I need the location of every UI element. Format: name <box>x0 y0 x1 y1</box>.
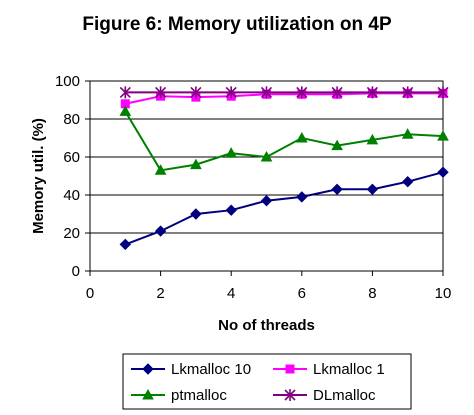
data-point <box>295 131 308 143</box>
series-line <box>124 110 444 172</box>
legend-entry: DLmalloc <box>273 387 376 404</box>
series-line <box>124 171 444 246</box>
data-point <box>190 86 202 99</box>
y-tick-label: 20 <box>63 225 80 242</box>
data-point <box>225 86 237 99</box>
data-point <box>190 208 202 220</box>
data-point <box>437 130 449 141</box>
data-point <box>331 139 343 151</box>
legend-entries: Lkmalloc 10 Lkmalloc 1 ptmalloc DLmalloc <box>131 361 385 404</box>
data-point <box>331 86 343 99</box>
series-ptmalloc <box>119 105 449 175</box>
legend-marker <box>285 364 295 374</box>
legend-label: Lkmalloc 1 <box>313 361 385 378</box>
legend-marker <box>142 363 154 375</box>
data-point <box>260 86 273 99</box>
x-tick-label: 2 <box>156 285 164 302</box>
x-tick-label: 8 <box>368 285 376 302</box>
x-tick-label: 0 <box>86 285 94 302</box>
data-point <box>401 175 414 188</box>
legend-entry: Lkmalloc 1 <box>273 361 385 378</box>
y-tick-label: 60 <box>63 149 80 166</box>
data-point <box>260 194 273 207</box>
data-point <box>402 86 414 99</box>
legend-marker <box>284 389 296 401</box>
x-tick-label: 10 <box>435 285 452 302</box>
data-point <box>119 238 132 251</box>
data-point <box>190 158 202 170</box>
y-axis-title: Memory util. (%) <box>30 118 47 234</box>
y-tick-label: 80 <box>63 111 80 128</box>
legend-label: DLmalloc <box>313 387 376 404</box>
axis-ticks: 0 20 40 60 80 100 0 2 4 6 8 10 <box>55 73 451 302</box>
data-point <box>119 86 131 99</box>
data-point <box>225 204 237 216</box>
data-point <box>401 128 414 139</box>
data-point <box>437 166 449 178</box>
legend-label: ptmalloc <box>171 387 227 404</box>
data-point <box>366 133 379 145</box>
x-tick-label: 4 <box>227 285 235 302</box>
data-point <box>154 225 167 237</box>
legend <box>122 353 412 410</box>
series-dlmalloc <box>119 86 449 99</box>
plot-area <box>89 80 444 272</box>
series-layer <box>119 86 449 251</box>
data-point <box>437 86 449 99</box>
data-point <box>366 183 379 196</box>
legend-marker <box>142 388 154 400</box>
y-tick-label: 40 <box>63 187 80 204</box>
x-tick-label: 6 <box>298 285 306 302</box>
y-tick-label: 100 <box>55 73 80 90</box>
data-point <box>119 105 132 116</box>
data-point <box>331 183 343 196</box>
data-point <box>366 86 378 99</box>
legend-entry: Lkmalloc 10 <box>131 361 251 378</box>
data-point <box>296 191 308 203</box>
data-point <box>225 147 238 158</box>
legend-label: Lkmalloc 10 <box>171 361 251 378</box>
data-point <box>155 86 167 99</box>
chart-title: Figure 6: Memory utilization on 4P <box>82 14 392 35</box>
data-point <box>154 164 167 175</box>
data-point <box>296 86 308 99</box>
legend-entry: ptmalloc <box>131 387 227 404</box>
y-tick-label: 0 <box>72 263 80 280</box>
series-lkmalloc-10 <box>119 166 449 251</box>
x-axis-title: No of threads <box>218 317 315 334</box>
data-point <box>260 150 273 162</box>
